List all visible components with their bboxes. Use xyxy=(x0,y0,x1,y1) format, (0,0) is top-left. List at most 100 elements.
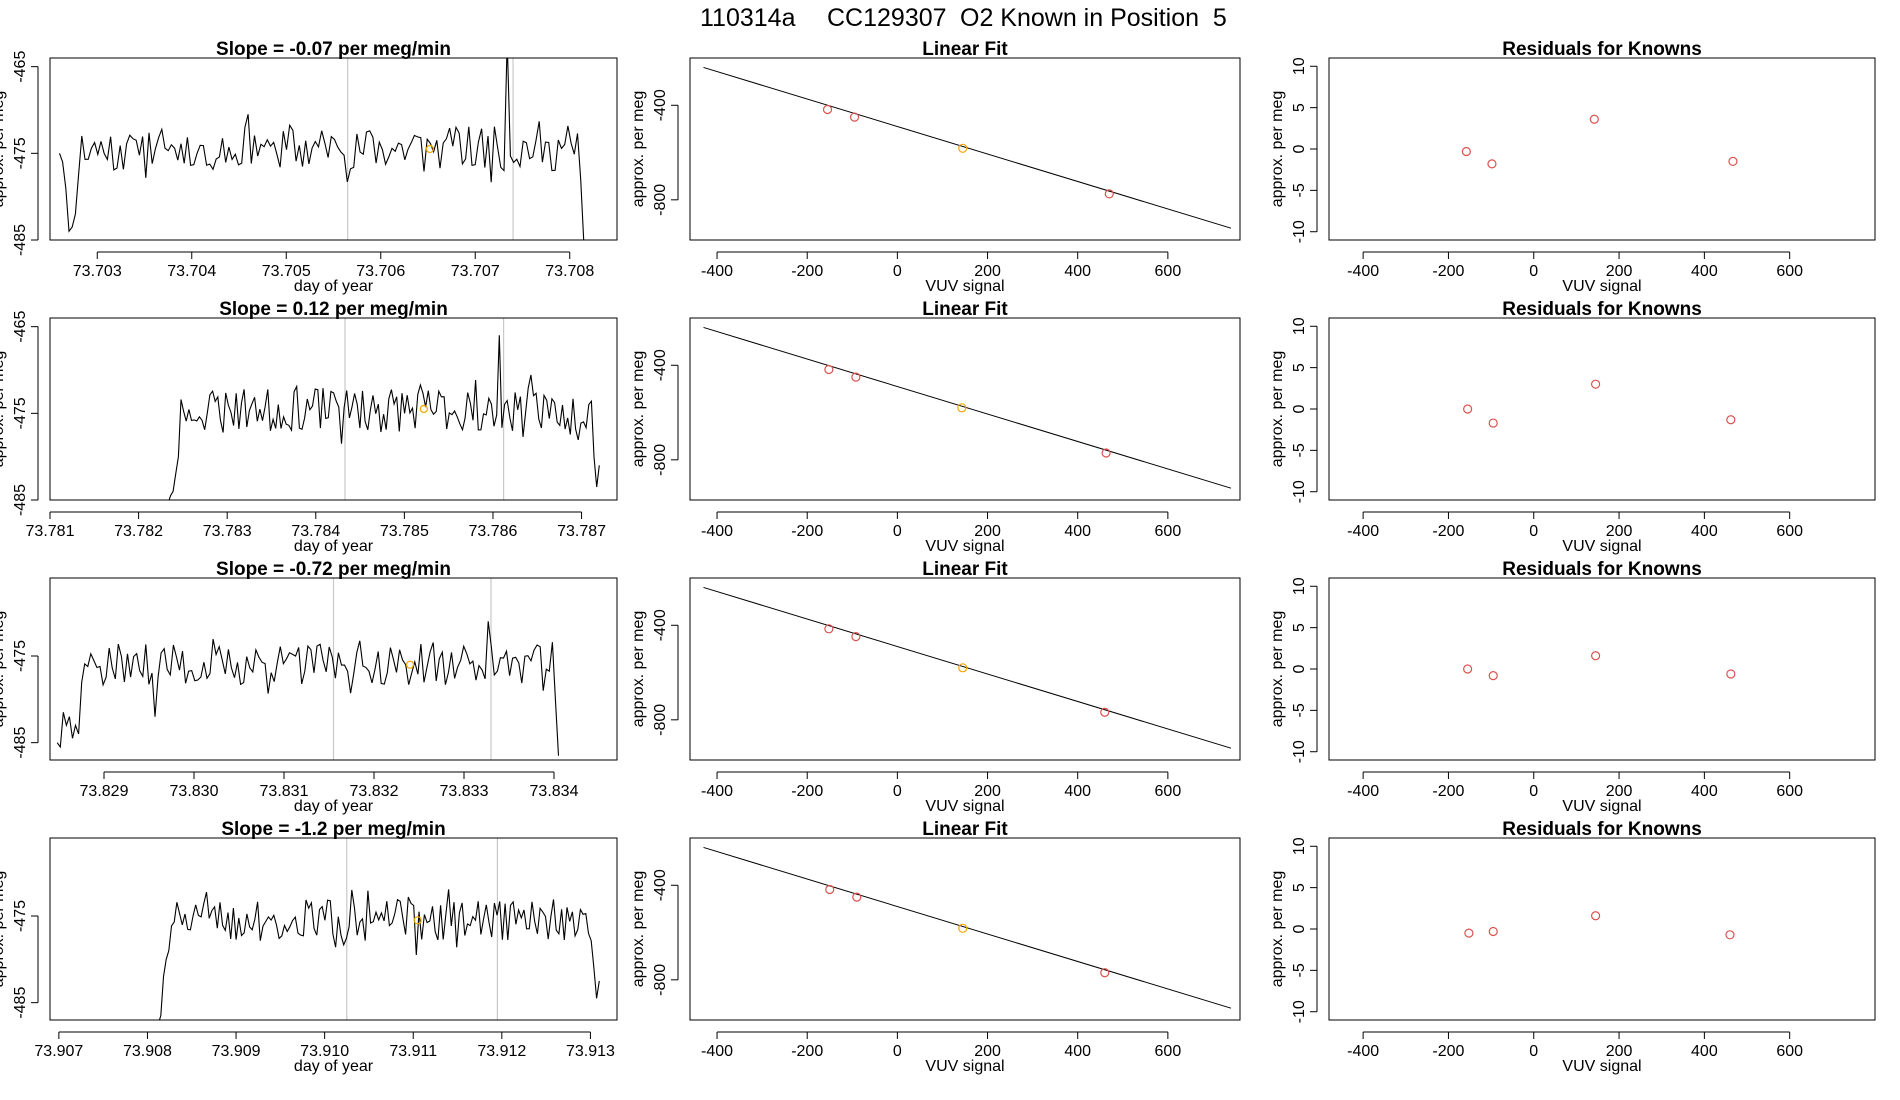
series-line xyxy=(56,621,560,756)
reference-point-marker xyxy=(958,663,968,673)
x-tick-label: -200 xyxy=(791,523,823,540)
data-point xyxy=(1463,404,1473,414)
data-point xyxy=(1100,968,1110,978)
x-tick-label: 0 xyxy=(893,1043,902,1060)
x-tick-label: 73.784 xyxy=(291,523,340,540)
plot-data xyxy=(56,578,560,760)
x-tick-label: 400 xyxy=(1064,263,1091,280)
y-axis-label: approx. per meg xyxy=(0,871,7,988)
x-tick-label: 200 xyxy=(974,783,1001,800)
plot-frame xyxy=(689,57,1241,241)
x-tick-label: 73.787 xyxy=(557,523,606,540)
y-axis-label: approx. per meg xyxy=(0,351,7,468)
x-tick-label: -400 xyxy=(701,783,733,800)
x-tick-label: -200 xyxy=(1432,783,1464,800)
x-tick-label: 600 xyxy=(1776,783,1803,800)
x-tick-label: 73.832 xyxy=(350,783,399,800)
panel-title: Residuals for Knowns xyxy=(1502,299,1702,320)
plot-frame xyxy=(1328,837,1876,1021)
plot-frame xyxy=(49,317,618,501)
data-point xyxy=(1463,664,1473,674)
panel-title: Slope = -1.2 per meg/min xyxy=(221,819,445,840)
y-tick-label: 0 xyxy=(1291,144,1308,153)
main-title-cylinder: CC129307 xyxy=(827,4,947,32)
x-tick-label: 73.910 xyxy=(300,1043,349,1060)
panel-2-2: Linear Fit -400 -200 0 200 400 600 VUV signal -4… xyxy=(630,299,1241,555)
panel-3-3: Residuals for Knowns -400 -200 0 200 400 600 VU… xyxy=(1269,559,1876,815)
y-axis-label: approx. per meg xyxy=(1269,351,1286,468)
y-tick-label: 10 xyxy=(1291,577,1308,595)
plot-data xyxy=(1463,379,1736,428)
x-tick-label: 73.909 xyxy=(212,1043,261,1060)
x-tick-label: 600 xyxy=(1155,263,1182,280)
y-tick-label: -475 xyxy=(12,640,29,672)
y-tick-label: -800 xyxy=(652,704,669,736)
plot-data xyxy=(703,586,1232,749)
x-tick-label: 73.833 xyxy=(440,783,489,800)
y-tick-label: -485 xyxy=(12,987,29,1019)
panel-2-1: Slope = 0.12 per meg/min 73.781 73.782 73.7… xyxy=(0,299,618,555)
plot-frame xyxy=(49,577,618,761)
x-tick-label: 73.782 xyxy=(114,523,163,540)
x-tick-label: 73.912 xyxy=(477,1043,526,1060)
data-point xyxy=(1728,156,1738,167)
reference-point-marker xyxy=(419,404,428,414)
x-tick-label: -400 xyxy=(1347,783,1379,800)
y-tick-label: -5 xyxy=(1291,443,1308,457)
x-tick-label: -400 xyxy=(1347,263,1379,280)
plot-data xyxy=(168,318,600,500)
x-tick-label: 600 xyxy=(1776,1043,1803,1060)
data-point xyxy=(852,892,862,902)
x-tick-label: 0 xyxy=(1529,783,1538,800)
plot-frame xyxy=(1328,317,1876,501)
y-tick-label: 10 xyxy=(1291,57,1308,75)
x-tick-label: 200 xyxy=(974,523,1001,540)
data-point xyxy=(1461,146,1471,157)
reference-point-marker xyxy=(425,144,434,154)
x-tick-label: 73.829 xyxy=(80,783,129,800)
y-axis-label: approx. per meg xyxy=(630,611,647,728)
data-point xyxy=(825,884,835,895)
y-tick-label: 5 xyxy=(1291,883,1308,892)
y-tick-label: -5 xyxy=(1291,963,1308,977)
y-axis-label: approx. per meg xyxy=(0,91,7,208)
x-axis-label: VUV signal xyxy=(1562,798,1641,815)
reference-point-marker xyxy=(958,143,968,153)
data-point xyxy=(1464,928,1474,938)
y-axis-label: approx. per meg xyxy=(630,91,647,208)
x-tick-label: -400 xyxy=(701,263,733,280)
x-axis-label: VUV signal xyxy=(925,1058,1004,1075)
x-tick-label: 600 xyxy=(1776,263,1803,280)
series-line xyxy=(168,335,600,500)
panel-title: Linear Fit xyxy=(922,819,1008,840)
y-tick-label: -5 xyxy=(1291,703,1308,717)
x-tick-label: 200 xyxy=(974,263,1001,280)
plot-frame xyxy=(1328,577,1876,761)
plot-data xyxy=(703,846,1232,1009)
panel-title: Slope = -0.07 per meg/min xyxy=(216,39,451,60)
x-axis-label: VUV signal xyxy=(1562,278,1641,295)
y-tick-label: -475 xyxy=(12,137,29,169)
y-axis-label: approx. per meg xyxy=(1269,611,1286,728)
panel-title: Linear Fit xyxy=(922,559,1008,580)
x-axis-label: VUV signal xyxy=(925,798,1004,815)
panel-title: Residuals for Knowns xyxy=(1502,819,1702,840)
plot-data xyxy=(1464,911,1735,940)
x-tick-label: 73.834 xyxy=(530,783,579,800)
x-tick-label: 400 xyxy=(1691,1043,1718,1060)
x-axis-label: VUV signal xyxy=(925,278,1004,295)
x-axis-label: day of year xyxy=(294,538,374,555)
x-tick-label: 200 xyxy=(974,1043,1001,1060)
y-tick-label: 0 xyxy=(1291,404,1308,413)
panel-4-2: Linear Fit -400 -200 0 200 400 600 VUV signal -4… xyxy=(630,819,1241,1075)
y-tick-label: -800 xyxy=(652,964,669,996)
panel-title: Slope = 0.12 per meg/min xyxy=(219,299,448,320)
data-point xyxy=(1100,707,1110,717)
y-tick-label: -10 xyxy=(1291,740,1308,763)
panel-title: Slope = -0.72 per meg/min xyxy=(216,559,451,580)
x-tick-label: -200 xyxy=(791,1043,823,1060)
x-tick-label: 0 xyxy=(1529,523,1538,540)
data-point xyxy=(1104,189,1114,199)
x-tick-label: 73.781 xyxy=(26,523,75,540)
